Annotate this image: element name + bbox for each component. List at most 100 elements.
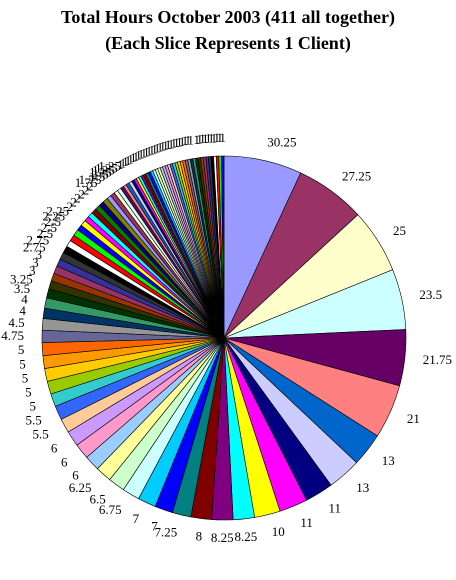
slice-label: 1 xyxy=(122,154,129,169)
slice-label: 2.5 xyxy=(37,226,53,241)
slice-label: 1 xyxy=(149,142,156,157)
slice-label: 1 xyxy=(143,144,150,159)
slice-label: 1 xyxy=(205,131,212,146)
slice-label: 3 xyxy=(36,247,43,262)
slice-label: 1 xyxy=(208,130,215,145)
slice-label: 3 xyxy=(29,263,36,278)
slice-label: 2 xyxy=(70,195,77,210)
slice-label: 4 xyxy=(19,303,26,318)
slice-label: 1 xyxy=(196,132,203,147)
slice-label: 6 xyxy=(72,468,79,483)
slice-label: 1.25 xyxy=(95,160,118,175)
slice-label: 1 xyxy=(185,133,192,148)
slice-label: 1 xyxy=(138,147,145,162)
slice-label: 5 xyxy=(18,342,25,357)
slice-label: 1 xyxy=(117,157,124,172)
slice-label: 6.25 xyxy=(69,480,92,495)
slice-label: 1 xyxy=(162,138,169,153)
slice-label: 7 xyxy=(133,511,140,526)
slice-label: 5 xyxy=(30,398,37,413)
slice-label: 8.25 xyxy=(235,529,258,544)
slice-label: 11 xyxy=(329,501,342,516)
slice-label: 7.25 xyxy=(155,525,178,540)
slice-label: 2.5 xyxy=(45,214,61,229)
slice-label: 13 xyxy=(382,453,395,468)
slice-label: 2 xyxy=(67,199,74,214)
slice-label: 6 xyxy=(51,441,58,456)
slice-label: 1 xyxy=(146,143,153,158)
slice-label: 1.5 xyxy=(92,167,108,182)
slice-label: 4 xyxy=(21,291,28,306)
slice-label: 1 xyxy=(187,132,194,147)
slice-label: 2 xyxy=(83,182,90,197)
chart-subtitle: (Each Slice Represents 1 Client) xyxy=(105,33,351,53)
slice-label: 1.75 xyxy=(79,172,102,187)
slice-label: 1.25 xyxy=(92,162,115,177)
slice-label: 2 xyxy=(74,190,81,205)
slice-label: 1 xyxy=(159,139,166,154)
slice-label: 5.5 xyxy=(33,427,49,442)
slice-label: 2 xyxy=(78,186,85,201)
slice-label: 1 xyxy=(130,150,137,165)
slice-label: 23.5 xyxy=(419,287,442,302)
slice-label: 3.5 xyxy=(14,281,30,296)
slice-label: 1.25 xyxy=(98,159,121,174)
slice-label: 21.75 xyxy=(423,352,452,367)
slice-label: 1 xyxy=(151,141,158,156)
slice-label: 1 xyxy=(154,140,161,155)
slice-label: 1 xyxy=(141,145,148,160)
pie-slice xyxy=(221,155,225,339)
slice-label: 1 xyxy=(199,131,206,146)
slice-label: 2.75 xyxy=(27,233,50,248)
slice-label: 6 xyxy=(61,455,68,470)
slice-label: 1 xyxy=(216,130,223,145)
slice-label: 1 xyxy=(165,137,172,152)
slice-label: 2.75 xyxy=(23,240,46,255)
slice-label: 5 xyxy=(25,385,32,400)
slice-label: 8 xyxy=(196,528,203,543)
slice-label: 1 xyxy=(157,140,164,155)
slice-label: 1.25 xyxy=(89,164,112,179)
slice-label: 1 xyxy=(168,136,175,151)
slice-label: 1 xyxy=(125,153,132,168)
slice-label: 4.75 xyxy=(1,328,24,343)
slice-label: 1 xyxy=(182,133,189,148)
slice-label: 3.25 xyxy=(10,272,33,287)
slice-label: 11 xyxy=(300,515,313,530)
slice-label: 1 xyxy=(173,135,180,150)
slice-label: 5.5 xyxy=(25,412,41,427)
slice-label: 1 xyxy=(219,130,226,145)
slice-label: 21 xyxy=(407,411,420,426)
slice-label: 1 xyxy=(214,130,221,145)
chart-title: Total Hours October 2003 (411 all togeth… xyxy=(61,7,395,27)
slice-label: 1 xyxy=(127,151,134,166)
slice-label: 7 xyxy=(151,519,158,534)
slice-label: 1 xyxy=(176,134,183,149)
slice-label: 10 xyxy=(272,524,285,539)
slice-label: 3 xyxy=(32,255,39,270)
slice-label: 5 xyxy=(22,371,29,386)
slice-label: 25 xyxy=(393,223,406,238)
slice-label: 4.5 xyxy=(8,315,24,330)
slice-label: 1 xyxy=(194,132,201,147)
slice-label: 2 xyxy=(87,179,94,194)
slice-label: 1.75 xyxy=(75,175,98,190)
slice-label: 1 xyxy=(211,130,218,145)
slice-label: 6.5 xyxy=(89,491,105,506)
slice-label: 8.25 xyxy=(211,530,234,545)
slice-label: 2.5 xyxy=(41,220,57,235)
slice-label: 1 xyxy=(171,136,178,151)
slice-label: 27.25 xyxy=(342,169,371,184)
slice-label: 1.5 xyxy=(89,169,105,184)
slice-label: 13 xyxy=(356,480,369,495)
slice-label: 2.25 xyxy=(46,204,69,219)
slice-label: 30.25 xyxy=(267,135,296,150)
slice-label: 1 xyxy=(133,149,140,164)
slice-label: 1 xyxy=(135,148,142,163)
slice-label: 1 xyxy=(202,131,209,146)
slice-label: 1 xyxy=(179,134,186,149)
slice-label: 6.75 xyxy=(99,502,122,517)
slice-label: 2.25 xyxy=(42,209,65,224)
slice-label: 1 xyxy=(120,156,127,171)
